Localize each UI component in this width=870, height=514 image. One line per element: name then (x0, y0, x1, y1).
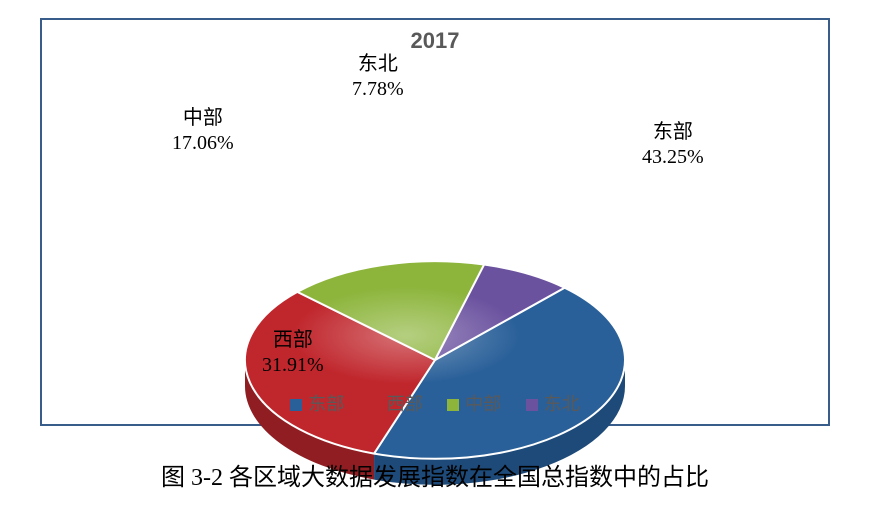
slice-label-west: 西部 31.91% (262, 328, 324, 378)
chart-container: 2017 东部 43.25% 西部 31.91% 中部 17.06% 东北 7.… (40, 18, 830, 426)
legend-item-west: 西部 (369, 390, 423, 416)
slice-name: 东部 (642, 120, 704, 145)
slice-label-east: 东部 43.25% (642, 120, 704, 170)
chart-title: 2017 (42, 28, 828, 54)
legend-swatch (369, 399, 381, 411)
legend-item-central: 中部 (447, 390, 501, 416)
legend-label: 中部 (465, 394, 501, 414)
slice-name: 中部 (172, 106, 234, 131)
figure-frame: 2017 东部 43.25% 西部 31.91% 中部 17.06% 东北 7.… (0, 0, 870, 514)
legend: 东部 西部 中部 东北 (42, 390, 828, 416)
slice-label-central: 中部 17.06% (172, 106, 234, 156)
slice-pct: 31.91% (262, 353, 324, 378)
figure-caption: 图 3-2 各区域大数据发展指数在全国总指数中的占比 (0, 457, 870, 492)
slice-pct: 17.06% (172, 131, 234, 156)
legend-swatch (526, 399, 538, 411)
slice-name: 东北 (352, 52, 404, 77)
slice-pct: 43.25% (642, 145, 704, 170)
legend-swatch (447, 399, 459, 411)
slice-pct: 7.78% (352, 77, 404, 102)
legend-label: 西部 (387, 394, 423, 414)
legend-swatch (290, 399, 302, 411)
slice-name: 西部 (262, 328, 324, 353)
legend-item-northeast: 东北 (526, 390, 580, 416)
legend-label: 东北 (544, 394, 580, 414)
slice-label-northeast: 东北 7.78% (352, 52, 404, 102)
legend-label: 东部 (308, 394, 344, 414)
legend-item-east: 东部 (290, 390, 344, 416)
